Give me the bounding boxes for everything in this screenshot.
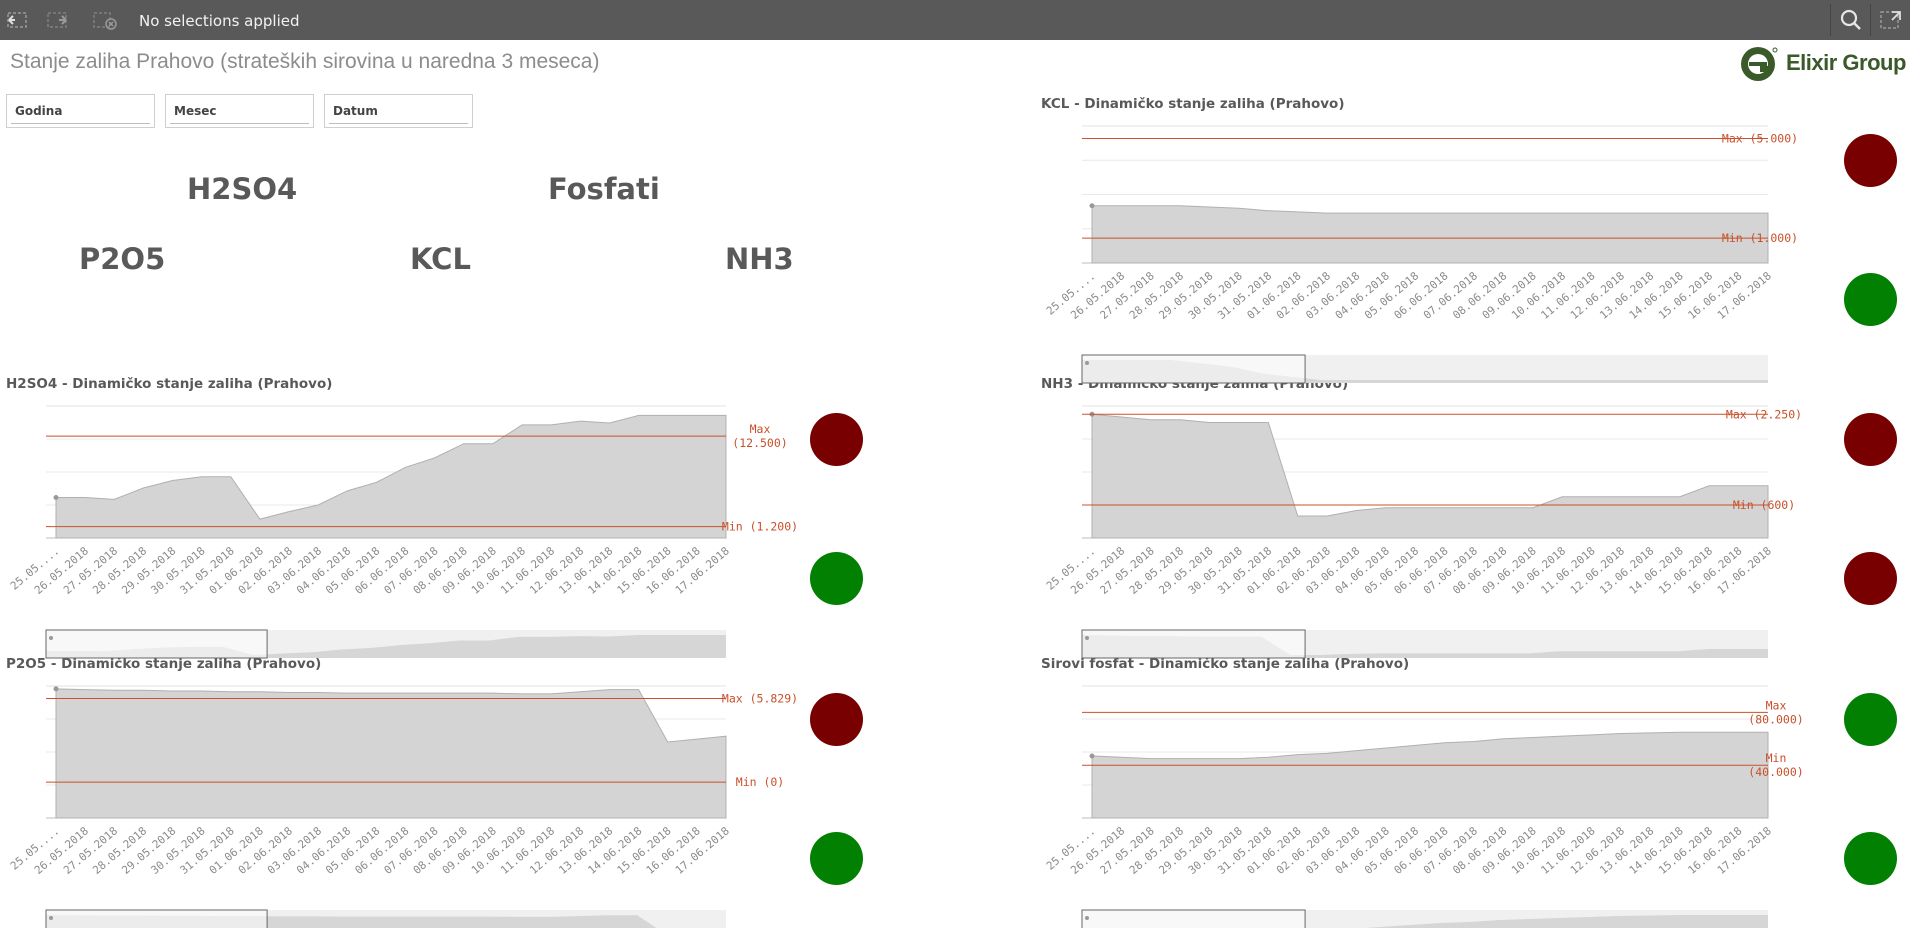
area-series[interactable] (1091, 205, 1769, 264)
area-series[interactable] (1091, 413, 1769, 539)
clear-selections-icon[interactable] (92, 9, 118, 31)
mini-chart-window[interactable] (1081, 909, 1306, 928)
status-light-fosfat-min (1844, 832, 1897, 885)
mini-chart-point (49, 916, 53, 920)
chart-title-h2so4: H2SO4 - Dinamičko stanje zaliha (Prahovo… (6, 376, 333, 392)
series-start-point (53, 494, 59, 500)
area-series[interactable] (55, 688, 727, 819)
step-forward-icon[interactable] (44, 9, 70, 31)
chart-title-p2o5: P2O5 - Dinamičko stanje zaliha (Prahovo) (6, 656, 322, 672)
min-reference-label: Min (1.000) (1722, 231, 1798, 245)
selections-toolbar: No selections applied (0, 0, 1910, 40)
chart-kcl[interactable]: Max (5.000)Min (1.000)25.05....26.05.201… (1040, 116, 1900, 384)
min-reference-label: Min (0) (736, 775, 784, 789)
area-series[interactable] (1091, 731, 1769, 819)
mini-chart-point (1085, 916, 1089, 920)
max-reference-label: Max (2.250) (1726, 407, 1802, 421)
status-light-h2so4-min (810, 552, 863, 605)
filter-mesec[interactable]: Mesec (165, 94, 314, 128)
kpi-h2so4[interactable]: H2SO4 (187, 172, 298, 206)
logo-text: Elixir Group (1786, 50, 1906, 75)
mini-chart-window[interactable] (1081, 629, 1306, 659)
kpi-fosfati[interactable]: Fosfati (548, 172, 660, 206)
chart-title-fosfat: Sirovi fosfat - Dinamičko stanje zaliha … (1041, 656, 1410, 672)
mini-chart-window[interactable] (45, 909, 268, 928)
toolbar-divider (1830, 4, 1831, 36)
step-back-icon[interactable] (6, 9, 32, 31)
status-light-fosfat-max (1844, 693, 1897, 746)
min-reference-label: Min (1.200) (722, 520, 798, 534)
max-reference-label: Max (5.000) (1722, 131, 1798, 145)
mini-chart-window[interactable] (45, 629, 268, 659)
filter-godina[interactable]: Godina (6, 94, 155, 128)
chart-fosfat[interactable]: Max (80.000)Min (40.000)25.05....26.05.201… (1040, 676, 1900, 928)
area-series[interactable] (55, 414, 727, 539)
mini-chart-window[interactable] (1081, 354, 1306, 384)
status-light-p2o5-min (810, 832, 863, 885)
chart-nh3[interactable]: Max (2.250)Min (600)25.05....26.05.20182… (1040, 396, 1900, 659)
elixir-logo-icon (1741, 47, 1778, 81)
min-reference-label: Min (40.000) (1748, 751, 1803, 779)
chart-title-kcl: KCL - Dinamičko stanje zaliha (Prahovo) (1041, 96, 1345, 112)
kpi-nh3[interactable]: NH3 (725, 242, 794, 276)
series-start-point (1089, 753, 1095, 759)
search-icon[interactable] (1838, 9, 1864, 31)
filter-datum[interactable]: Datum (324, 94, 473, 128)
status-light-nh3-max (1844, 413, 1897, 466)
selection-status: No selections applied (139, 12, 300, 30)
filter-label: Datum (333, 104, 378, 118)
elixir-group-logo: Elixir Group (1738, 44, 1908, 84)
max-reference-label: Max (80.000) (1748, 698, 1803, 726)
max-reference-label: Max (5.829) (722, 691, 798, 705)
expand-icon[interactable] (1878, 9, 1904, 31)
filter-label: Godina (15, 104, 63, 118)
status-light-nh3-min (1844, 552, 1897, 605)
toolbar-divider (1870, 4, 1871, 36)
chart-p2o5[interactable]: Max (5.829)Min (0)25.05....26.05.201827.… (4, 676, 864, 928)
mini-chart-area (1365, 915, 1768, 928)
status-light-h2so4-max (810, 413, 863, 466)
max-reference-label: Max (12.500) (732, 422, 787, 450)
kpi-kcl[interactable]: KCL (410, 242, 471, 276)
min-reference-label: Min (600) (1733, 498, 1795, 512)
kpi-p2o5[interactable]: P2O5 (79, 242, 166, 276)
status-light-p2o5-max (810, 693, 863, 746)
status-light-kcl-min (1844, 273, 1897, 326)
status-light-kcl-max (1844, 134, 1897, 187)
chart-h2so4[interactable]: Max (12.500)Min (1.200)25.05....26.05.201… (4, 396, 864, 659)
series-start-point (53, 686, 59, 692)
sheet-title: Stanje zaliha Prahovo (strateških sirovi… (10, 50, 600, 73)
mini-chart-point (49, 636, 53, 640)
filter-label: Mesec (174, 104, 217, 118)
mini-chart-point (1085, 636, 1089, 640)
series-start-point (1089, 203, 1095, 209)
mini-chart-point (1085, 361, 1089, 365)
